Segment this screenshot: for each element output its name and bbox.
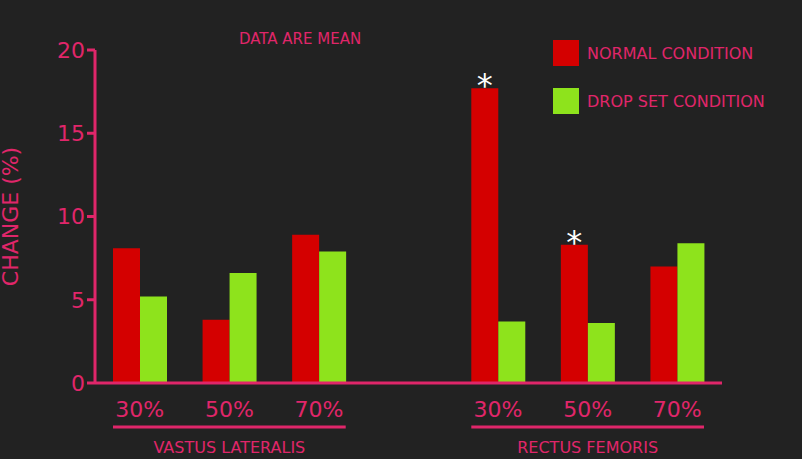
svg-text:70%: 70%	[294, 397, 343, 422]
svg-text:0: 0	[71, 371, 85, 396]
svg-text:30%: 30%	[115, 397, 164, 422]
html-text:NORMAL CONDITION: NORMAL CONDITION	[587, 43, 754, 63]
svg-text:50%: 50%	[205, 397, 254, 422]
svg-text:10: 10	[57, 204, 85, 229]
svg-text:5: 5	[71, 288, 85, 313]
svg-text:CHANGE (%): CHANGE (%)	[8, 147, 23, 286]
svg-text:20: 20	[57, 38, 85, 63]
svg-text:70%: 70%	[653, 397, 702, 422]
html-text:DATA ARE MEAN: DATA ARE MEAN	[238, 30, 362, 48]
svg-text:VASTUS LATERALIS: VASTUS LATERALIS	[153, 438, 305, 457]
svg-text:15: 15	[57, 121, 85, 146]
svg-text:*: *	[566, 223, 582, 261]
svg-text:RECTUS FEMORIS: RECTUS FEMORIS	[517, 438, 658, 457]
html-text:DROP SET CONDITION: DROP SET CONDITION	[587, 91, 765, 111]
svg-text:50%: 50%	[563, 397, 612, 422]
svg-text:30%: 30%	[474, 397, 523, 422]
svg-text:*: *	[477, 66, 493, 104]
